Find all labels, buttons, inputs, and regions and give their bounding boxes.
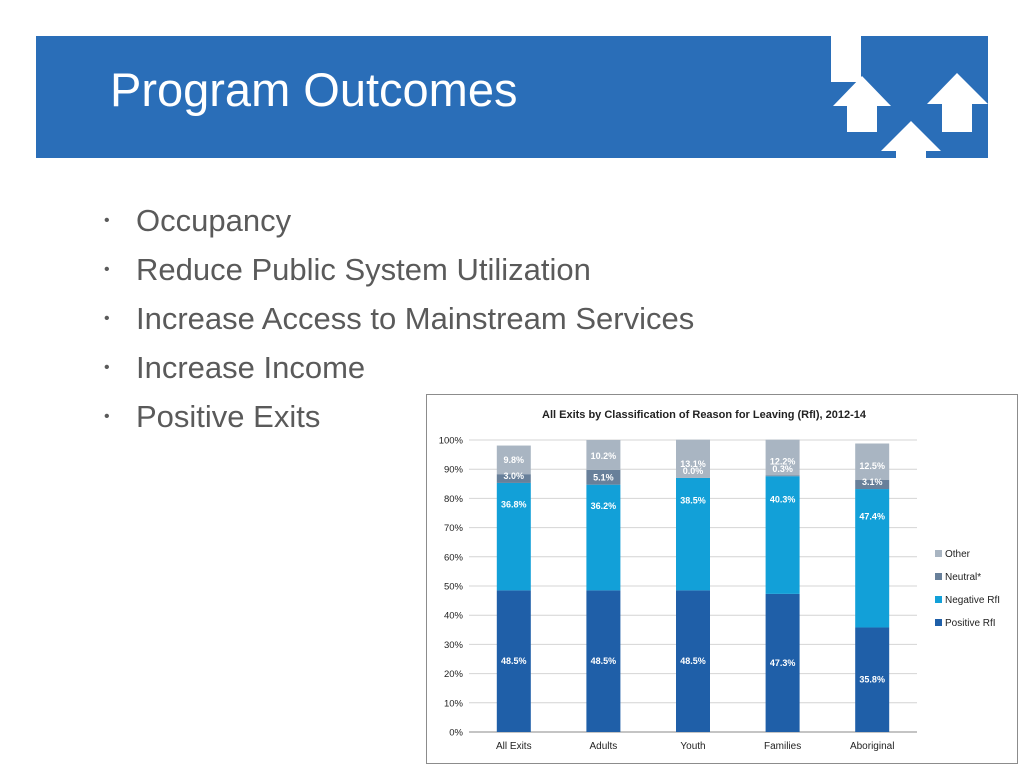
bullet-item: • Increase Income	[104, 343, 694, 392]
data-label: 0.3%	[772, 464, 793, 474]
data-label: 35.8%	[859, 675, 885, 685]
bar-segment	[586, 484, 621, 591]
y-tick-label: 100%	[439, 436, 464, 447]
bar-segment	[676, 590, 710, 732]
data-label: 48.5%	[501, 656, 527, 666]
data-label: 12.5%	[859, 461, 885, 471]
legend-swatch	[935, 550, 942, 557]
bullet-item: • Positive Exits	[104, 392, 694, 441]
data-label: 36.8%	[501, 499, 527, 509]
bullet-text: Increase Access to Mainstream Services	[136, 300, 695, 336]
bar-segment	[855, 489, 890, 628]
data-label: 47.3%	[770, 658, 796, 668]
bullet-dot-icon: •	[104, 211, 110, 229]
bar-segment	[676, 477, 710, 591]
chart-panel: All Exits by Classification of Reason fo…	[426, 394, 1018, 764]
bar-segment	[765, 593, 800, 732]
data-label: 5.1%	[593, 473, 614, 483]
y-tick-label: 30%	[444, 640, 464, 651]
legend-label: Neutral*	[945, 572, 981, 583]
y-tick-label: 0%	[449, 728, 463, 739]
bullet-item: • Increase Access to Mainstream Services	[104, 294, 694, 343]
bar-segment	[496, 474, 531, 483]
data-label: 38.5%	[680, 495, 706, 505]
bar-segment	[855, 627, 890, 732]
stacked-bar-chart: All Exits by Classification of Reason fo…	[439, 409, 1000, 752]
bar-segment	[765, 439, 800, 476]
data-label: 10.2%	[591, 451, 617, 461]
y-tick-label: 50%	[444, 582, 464, 593]
x-tick-label: Adults	[590, 741, 618, 752]
y-tick-label: 70%	[444, 523, 464, 534]
bullet-list: • Occupancy • Reduce Public System Utiliza…	[104, 196, 694, 441]
bar-segment	[676, 439, 710, 478]
up-arrow-icon	[881, 121, 941, 158]
legend-label: Positive RfI	[945, 618, 996, 629]
legend-swatch	[935, 573, 942, 580]
bullet-text: Increase Income	[136, 349, 366, 385]
bar-segment	[855, 480, 890, 490]
bar-segment	[765, 476, 800, 594]
bar-segment	[586, 469, 621, 485]
data-label: 36.2%	[591, 501, 617, 511]
bar-segment	[855, 443, 890, 481]
y-tick-label: 20%	[444, 669, 464, 680]
chart-title: All Exits by Classification of Reason fo…	[542, 409, 867, 421]
x-tick-label: Families	[764, 741, 801, 752]
title-banner: Program Outcomes	[36, 36, 988, 158]
up-arrow-icon	[833, 76, 891, 132]
bar-segment	[586, 440, 621, 470]
legend-swatch	[935, 619, 942, 626]
bullet-dot-icon: •	[104, 309, 110, 327]
y-tick-label: 80%	[444, 494, 464, 505]
up-arrow-icon	[816, 36, 876, 82]
bullet-text: Occupancy	[136, 202, 292, 238]
x-tick-label: Aboriginal	[850, 741, 894, 752]
data-label: 47.4%	[859, 512, 885, 522]
y-tick-label: 40%	[444, 611, 464, 622]
bullet-text: Positive Exits	[136, 398, 321, 434]
y-tick-label: 60%	[444, 552, 464, 563]
bullet-dot-icon: •	[104, 358, 110, 376]
y-tick-label: 90%	[444, 465, 464, 476]
arrows-decoration	[816, 36, 988, 158]
bullet-item: • Occupancy	[104, 196, 694, 245]
legend-label: Other	[945, 549, 971, 560]
data-label: 9.8%	[504, 455, 525, 465]
x-tick-label: Youth	[680, 741, 705, 752]
up-arrow-icon	[927, 73, 988, 132]
bullet-item: • Reduce Public System Utilization	[104, 245, 694, 294]
data-label: 0.0%	[683, 466, 704, 476]
data-label: 3.1%	[862, 477, 883, 487]
bullet-dot-icon: •	[104, 260, 110, 278]
legend-label: Negative RfI	[945, 595, 1000, 606]
x-tick-label: All Exits	[496, 741, 532, 752]
slide-title: Program Outcomes	[110, 63, 518, 116]
bar-segment	[496, 482, 531, 591]
legend-swatch	[935, 596, 942, 603]
data-label: 3.0%	[504, 471, 525, 481]
bar-segment	[586, 590, 621, 732]
bar-segment	[496, 590, 531, 732]
data-label: 12.2%	[770, 456, 796, 466]
bar-segment	[496, 445, 531, 475]
bullet-text: Reduce Public System Utilization	[136, 251, 591, 287]
data-label: 13.1%	[680, 459, 706, 469]
bullet-dot-icon: •	[104, 407, 110, 425]
bar-segment	[765, 475, 800, 477]
data-label: 48.5%	[680, 656, 706, 666]
data-label: 48.5%	[591, 656, 617, 666]
y-tick-label: 10%	[444, 698, 464, 709]
data-label: 40.3%	[770, 495, 796, 505]
